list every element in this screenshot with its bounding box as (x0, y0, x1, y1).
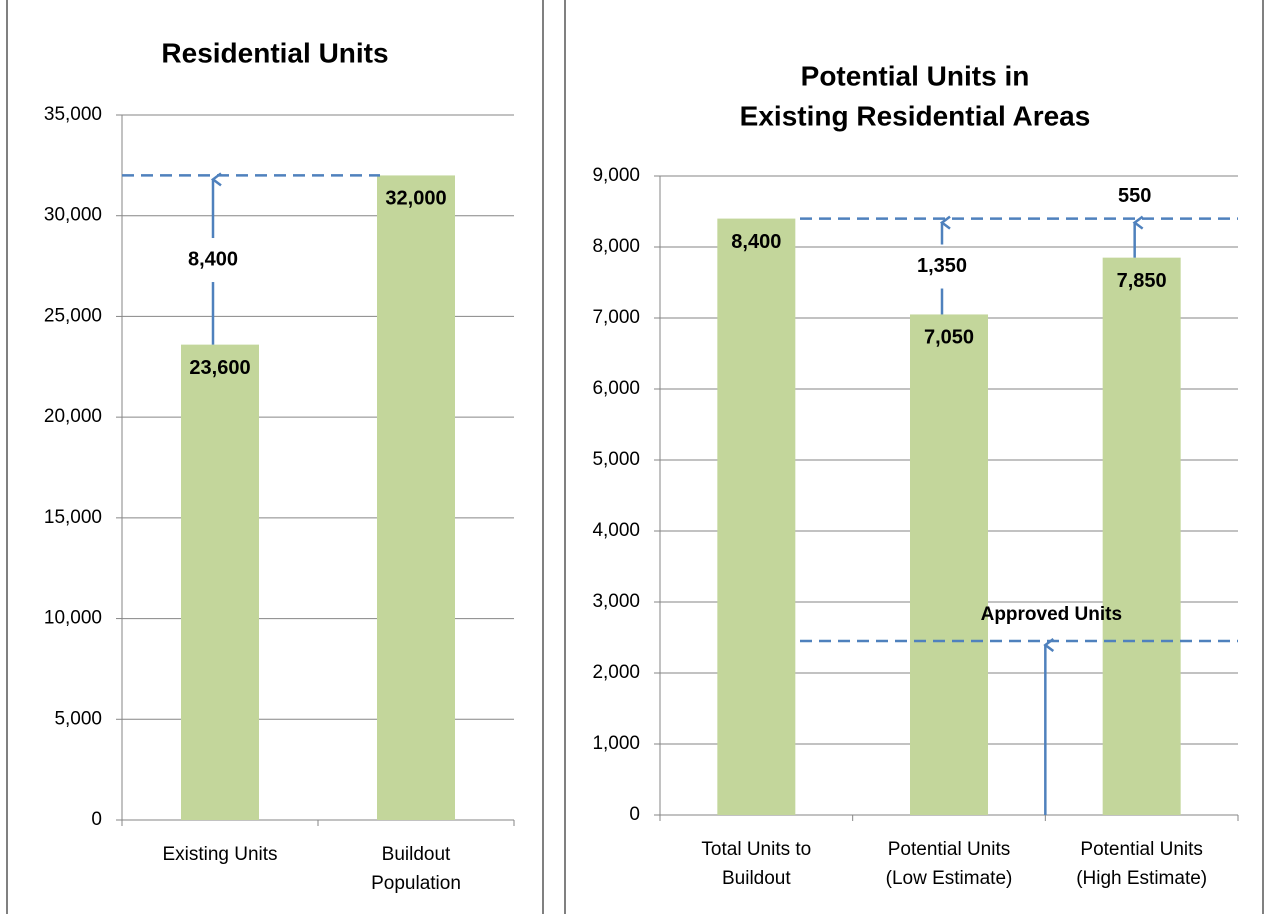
annotation: 8,400 (188, 248, 238, 270)
panel (6, 0, 544, 914)
data-label: 8,400 (731, 231, 781, 253)
y-tick-label: 6,000 (592, 378, 640, 399)
x-tick-label: (Low Estimate) (886, 868, 1013, 889)
x-tick-label: Buildout (722, 868, 791, 889)
y-tick-label: 15,000 (44, 507, 102, 528)
y-tick-label: 5,000 (592, 449, 640, 470)
bar (377, 175, 455, 820)
x-tick-label: Total Units to (701, 839, 811, 860)
y-tick-label: 5,000 (54, 708, 102, 729)
chart-title: Potential Units in (801, 60, 1030, 91)
y-tick-label: 10,000 (44, 608, 102, 629)
data-label: 23,600 (189, 357, 250, 379)
y-tick-label: 35,000 (44, 104, 102, 125)
x-tick-label: Potential Units (888, 839, 1011, 860)
y-tick-label: 3,000 (592, 591, 640, 612)
data-label: 32,000 (385, 188, 446, 210)
x-tick-label: Buildout (382, 844, 451, 865)
y-tick-label: 30,000 (44, 205, 102, 226)
y-tick-label: 25,000 (44, 305, 102, 326)
x-tick-label: Potential Units (1080, 839, 1203, 860)
y-tick-label: 8,000 (592, 236, 640, 257)
x-tick-label: Existing Units (162, 844, 277, 865)
annotation: 550 (1118, 185, 1151, 207)
chart-title: Existing Residential Areas (740, 100, 1091, 131)
y-tick-label: 7,000 (592, 307, 640, 328)
y-tick-label: 1,000 (592, 733, 640, 754)
y-tick-label: 20,000 (44, 406, 102, 427)
bar (717, 218, 796, 816)
annotation: Approved Units (981, 604, 1122, 625)
x-tick-label: Population (371, 873, 461, 894)
chart-title: Residential Units (161, 37, 388, 68)
bar (1102, 257, 1181, 815)
annotation: 1,350 (917, 255, 967, 277)
y-tick-label: 0 (91, 809, 102, 830)
panel (564, 0, 1264, 914)
bar (181, 344, 259, 820)
data-label: 7,050 (924, 327, 974, 349)
bar (910, 314, 988, 815)
data-label: 7,850 (1117, 270, 1167, 292)
x-tick-label: (High Estimate) (1076, 868, 1207, 889)
y-tick-label: 0 (629, 804, 640, 825)
y-tick-label: 9,000 (592, 165, 640, 186)
y-tick-label: 2,000 (592, 662, 640, 683)
y-tick-label: 4,000 (592, 520, 640, 541)
